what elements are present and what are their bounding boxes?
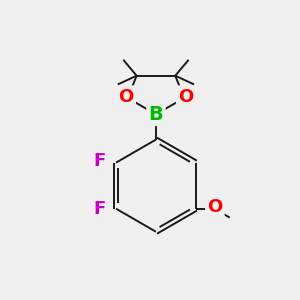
Text: B: B [148,105,163,124]
Text: O: O [207,198,223,216]
Text: F: F [94,152,106,170]
Text: O: O [178,88,193,106]
Text: O: O [118,88,134,106]
Text: F: F [94,200,106,218]
